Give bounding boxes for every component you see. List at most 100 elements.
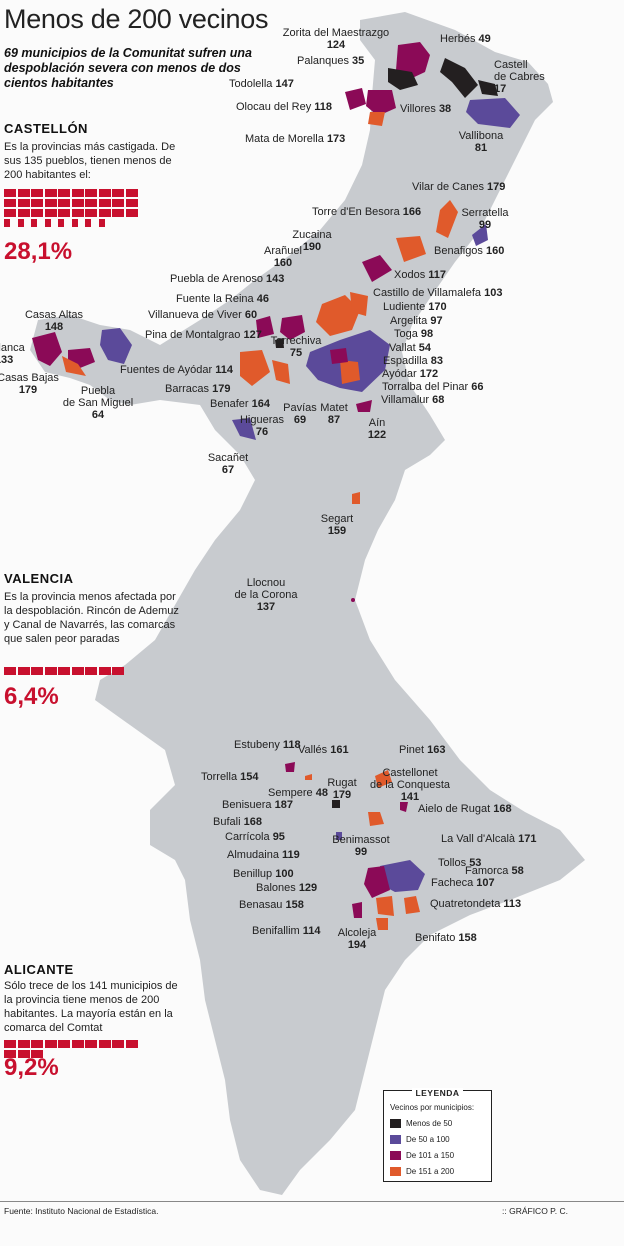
legend-item: Menos de 50	[390, 1118, 452, 1129]
municipality-name: Puebla	[81, 385, 116, 397]
share-block	[31, 219, 37, 227]
municipality-label: Olocau del Rey 118	[236, 101, 332, 113]
municipality-label: Torralba del Pinar 66	[382, 381, 484, 393]
municipality-name: Benafigos 160	[434, 245, 504, 257]
share-block	[125, 189, 138, 197]
province-description-castellon: Es la provincias más castigada. De sus 1…	[4, 141, 176, 181]
alcoleja-shape	[376, 918, 388, 930]
share-block	[44, 1040, 57, 1048]
sempere-shape	[332, 800, 340, 808]
municipality-label: Fuentes de Ayódar 114	[120, 364, 234, 376]
municipality-population: 161	[330, 744, 348, 756]
municipality-name: Toga 98	[394, 328, 433, 340]
central-cluster-orange	[340, 360, 360, 384]
share-block	[71, 199, 84, 207]
palanques-shape	[388, 68, 418, 90]
municipality-name: Casas Bajas	[0, 372, 59, 384]
municipality-name: Facheca 107	[431, 877, 495, 889]
share-block	[44, 219, 51, 227]
municipality-population: 68	[432, 394, 444, 406]
municipality-name: Torrechiva	[271, 335, 323, 347]
municipality-name: Vallat 54	[389, 342, 432, 354]
share-block	[17, 189, 30, 197]
municipality-name: Benimassot	[332, 834, 389, 846]
province-description-valencia: Es la provincia menos afectada por la de…	[4, 591, 179, 645]
municipality-population: 160	[274, 257, 292, 269]
municipality-label: Tollos 53	[438, 857, 481, 869]
municipality-label: Almudaina 119	[227, 849, 300, 861]
municipality-label: La Vall d'Alcalà 171	[441, 833, 536, 845]
province-name-alicante: ALICANTE	[4, 962, 74, 977]
vallanca-shape	[32, 332, 62, 366]
municipality-population: 158	[458, 932, 476, 944]
municipality-population: 119	[282, 849, 300, 861]
share-block	[4, 189, 16, 197]
benifato-shape	[404, 896, 420, 914]
province-name-castellon: CASTELLÓN	[4, 121, 88, 136]
municipality-population: 114	[215, 364, 234, 376]
municipality-label: Fuente la Reina 46	[176, 293, 269, 305]
municipality-name: de San Miguel	[63, 397, 133, 409]
municipality-name: Llocnou	[247, 577, 286, 589]
page-title: Menos de 200 vecinos	[4, 4, 269, 34]
municipality-name: Fuentes de Ayódar 114	[120, 364, 234, 376]
municipality-name: Casas Altas	[25, 309, 84, 321]
share-block	[71, 189, 84, 197]
province-percentage-alicante: 9,2%	[4, 1054, 59, 1081]
zorita-shape	[396, 42, 430, 80]
carricola-shape	[336, 832, 342, 840]
share-block	[58, 189, 70, 197]
municipality-name: Famorca 58	[465, 865, 524, 877]
municipality-name: Vallibona	[459, 130, 504, 142]
comtat-cluster-purple	[380, 860, 425, 892]
vallibona-shape	[466, 98, 520, 128]
page-subtitle: 69 municipios de la Comunitat sufren una…	[4, 46, 252, 90]
puebla-san-miguel-shape	[100, 328, 132, 364]
legend: LEYENDA Vecinos por municipios: Menos de…	[383, 1088, 492, 1182]
castillo-villamalefa-shape	[350, 292, 368, 316]
municipality-population: 133	[0, 354, 13, 366]
municipality-name: Puebla de Arenoso 143	[170, 273, 284, 285]
municipality-name: Argelita 97	[390, 315, 443, 327]
share-block	[71, 209, 84, 217]
pina-shape	[256, 316, 274, 338]
municipality-population: 154	[240, 771, 259, 783]
share-block	[44, 667, 57, 675]
municipality-population: 97	[430, 315, 442, 327]
municipality-population: 83	[431, 355, 443, 367]
municipality-name: Torre d'En Besora 166	[312, 206, 421, 218]
municipality-name: de la Corona	[235, 589, 299, 601]
legend-swatch	[390, 1167, 401, 1176]
municipality-name: Carrícola 95	[225, 831, 285, 843]
central-cluster-magenta	[330, 348, 348, 364]
municipality-label: Vallés 161	[298, 744, 349, 756]
municipality-population: 129	[299, 882, 317, 894]
municipality-population: 99	[479, 219, 491, 231]
share-block	[98, 209, 111, 217]
municipality-name: Barracas 179	[165, 383, 230, 395]
municipality-name: Herbés 49	[440, 33, 491, 45]
municipality-name: La Vall d'Alcalà 171	[441, 833, 536, 845]
casas-bajas-shape	[62, 356, 86, 376]
municipality-label: Argelita 97	[390, 315, 443, 327]
province-description-alicante: Sólo trece de los 141 municipios de la p…	[4, 980, 178, 1034]
mata-shape	[368, 112, 385, 126]
municipality-population: 163	[427, 744, 445, 756]
municipality-name: Castellonet	[382, 767, 437, 779]
municipality-population: 172	[420, 368, 438, 380]
municipality-population: 187	[275, 799, 293, 811]
municipality-name: Pina de Montalgrao 127	[145, 329, 262, 341]
municipality-label: Benisuera 187	[222, 799, 293, 811]
legend-item: De 101 a 150	[390, 1150, 454, 1161]
municipality-population: 87	[328, 414, 340, 426]
